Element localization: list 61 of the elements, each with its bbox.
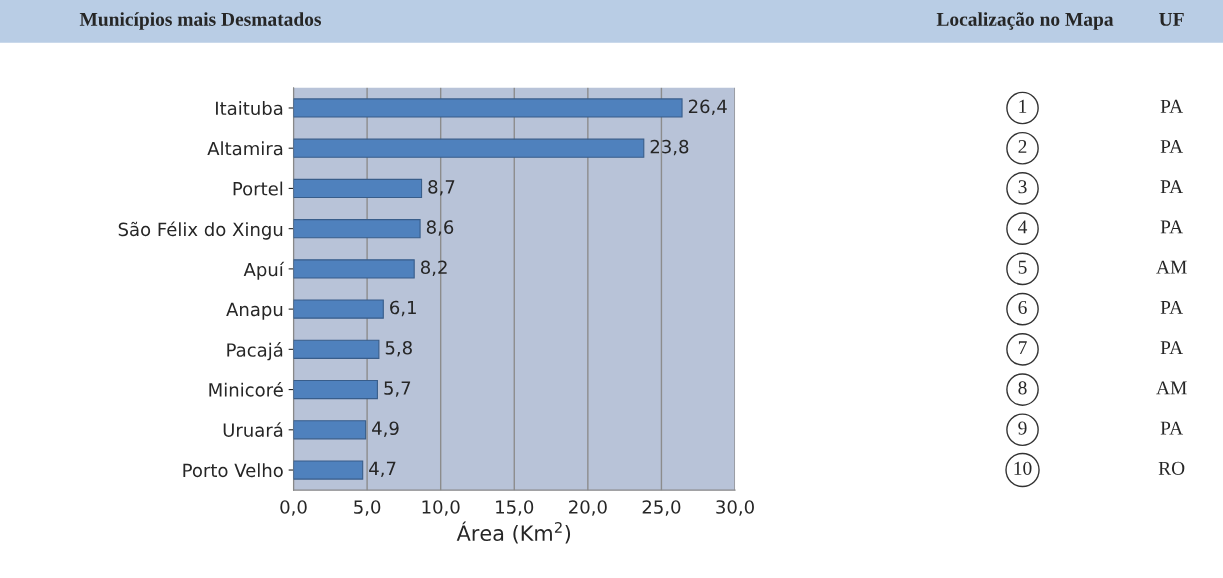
data-label: 26,4: [688, 99, 727, 116]
bar: [293, 259, 415, 279]
text: UF: [1159, 12, 1184, 26]
y2-tick-label: 4: [1018, 220, 1028, 234]
text: PA: [1160, 220, 1184, 234]
data-label: 5,7: [384, 381, 411, 397]
x-tick-label: 10,0: [422, 500, 460, 516]
text: PA: [1160, 341, 1184, 355]
y-tick-label: Apuí: [243, 261, 285, 280]
y-tick-label: Uruará: [223, 422, 283, 437]
text: PA: [1160, 99, 1184, 113]
text: PA: [1160, 140, 1184, 153]
y2-axis-title: Localização no Mapa: [936, 12, 1114, 30]
text: RO: [1158, 461, 1185, 475]
text: PA: [1160, 300, 1184, 314]
text: AM: [1156, 381, 1187, 395]
data-label: 4,7: [369, 461, 396, 478]
text: PA: [1160, 421, 1184, 435]
data-label: 4,9: [372, 421, 399, 437]
bar: [293, 98, 683, 118]
y-tick-label: Porto Velho: [183, 463, 283, 478]
y2-tick-label: 6: [1018, 300, 1027, 314]
bar: [293, 299, 384, 319]
bar: [293, 379, 378, 400]
y-tick-label: Anapu: [226, 302, 283, 320]
y-tick-label: Portel: [233, 181, 283, 196]
y-tick-label: Itaituba: [216, 101, 283, 116]
y2-tick-label: 1: [1019, 99, 1027, 113]
bar: [293, 219, 421, 239]
bar: [293, 339, 380, 359]
y2-tick-label: 3: [1018, 180, 1027, 194]
x-tick-label: 5,0: [354, 500, 381, 516]
y-tick-label: Altamira: [207, 141, 283, 156]
data-label: 8,6: [426, 220, 454, 236]
bar: [293, 460, 364, 480]
data-label: 6,1: [390, 300, 416, 317]
y-tick-label: Minicoré: [209, 381, 283, 397]
y2-tick-label: 9: [1018, 421, 1027, 435]
y2-tick-label: 2: [1018, 140, 1027, 153]
y-tick-label: Pacajá: [227, 342, 283, 361]
x-tick-label: 20,0: [569, 500, 607, 516]
x-tick-label: 0,0: [280, 500, 307, 516]
text: PA: [1160, 180, 1184, 194]
chart-title: Municípios mais Desmatados: [79, 12, 322, 30]
y2-tick-label: 7: [1018, 341, 1027, 355]
y2-tick-label: 10: [1014, 461, 1032, 475]
x-tick-label: 30,0: [716, 500, 754, 516]
data-label: 8,7: [428, 180, 455, 196]
x-axis-title: Área (Km$^{2}$): [456, 521, 571, 544]
y2-tick-label: 8: [1018, 381, 1027, 395]
data-label: 23,8: [650, 139, 689, 156]
data-label: 5,8: [385, 340, 412, 357]
y-tick-label: São Félix do Xingu: [118, 221, 283, 240]
bar: [293, 178, 423, 199]
bar: [293, 420, 367, 440]
y2-tick-label: 5: [1018, 260, 1027, 274]
x-tick-label: 15,0: [496, 500, 534, 516]
text: AM: [1156, 260, 1187, 274]
bar: [293, 138, 645, 158]
x-tick-label: 25,0: [642, 500, 681, 516]
data-label: 8,2: [420, 260, 447, 276]
